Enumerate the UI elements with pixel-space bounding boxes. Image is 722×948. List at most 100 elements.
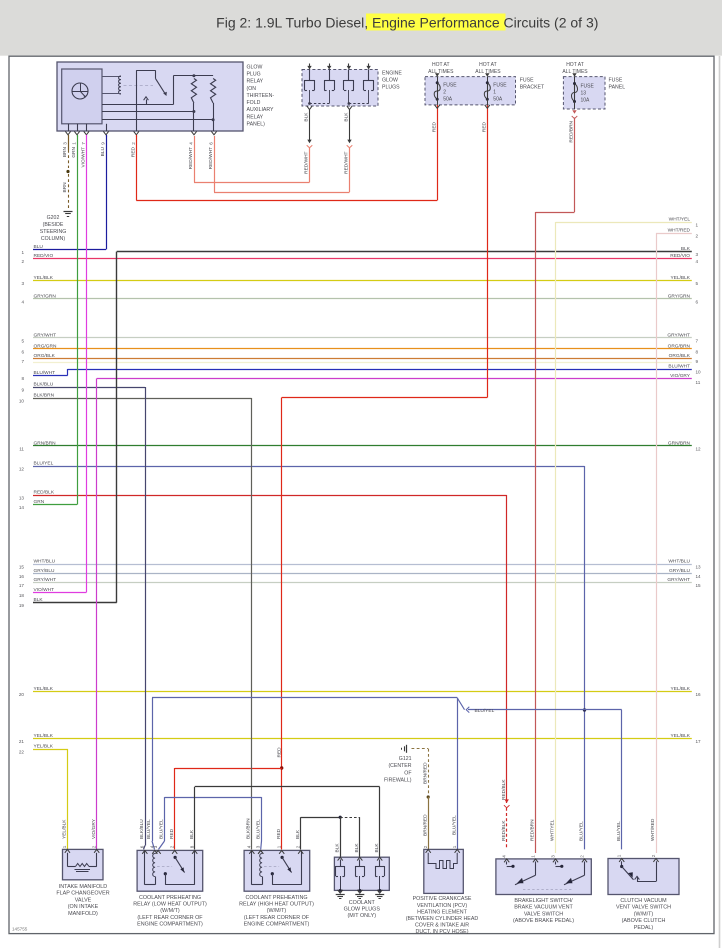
svg-text:ENGINE: ENGINE bbox=[382, 71, 402, 77]
svg-text:BLU/YEL: BLU/YEL bbox=[146, 819, 152, 839]
svg-text:(BETWEEN CYLINDER HEAD: (BETWEEN CYLINDER HEAD bbox=[406, 916, 479, 922]
svg-text:ORG/BLK: ORG/BLK bbox=[669, 353, 691, 359]
svg-text:2: 2 bbox=[131, 142, 136, 145]
svg-text:16: 16 bbox=[696, 692, 702, 697]
svg-text:PANEL): PANEL) bbox=[247, 122, 266, 128]
svg-text:COVER & INTAKE AIR: COVER & INTAKE AIR bbox=[415, 923, 469, 929]
svg-text:GRY/BLU: GRY/BLU bbox=[34, 568, 56, 574]
svg-text:COLUMN): COLUMN) bbox=[41, 236, 65, 242]
svg-text:VIO/WHT: VIO/WHT bbox=[34, 587, 55, 593]
svg-text:BLK: BLK bbox=[374, 843, 380, 853]
svg-text:(CENTER: (CENTER bbox=[388, 763, 411, 769]
svg-text:2: 2 bbox=[696, 234, 699, 239]
svg-text:(LEFT REAR CORNER OF: (LEFT REAR CORNER OF bbox=[137, 915, 203, 921]
svg-text:1: 1 bbox=[493, 90, 496, 96]
svg-text:15: 15 bbox=[19, 565, 25, 570]
svg-text:RED/WHT: RED/WHT bbox=[344, 151, 350, 173]
svg-text:9: 9 bbox=[696, 359, 699, 364]
svg-text:PLUG: PLUG bbox=[247, 71, 261, 77]
svg-text:RELAY: RELAY bbox=[247, 79, 264, 85]
svg-text:BLU/YEL: BLU/YEL bbox=[451, 815, 457, 835]
svg-text:Circuits (2 of 3): Circuits (2 of 3) bbox=[504, 15, 599, 31]
svg-text:BRN: BRN bbox=[62, 182, 68, 193]
svg-text:2: 2 bbox=[92, 845, 97, 848]
svg-text:1: 1 bbox=[452, 845, 457, 848]
svg-text:BLK: BLK bbox=[344, 112, 350, 122]
svg-text:(W/M/T): (W/M/T) bbox=[160, 908, 180, 914]
svg-text:GLOW: GLOW bbox=[247, 64, 263, 70]
svg-text:1: 1 bbox=[72, 142, 77, 145]
svg-text:WHT/BLU: WHT/BLU bbox=[668, 559, 690, 565]
svg-text:BLK/BRN: BLK/BRN bbox=[34, 393, 55, 399]
svg-text:ALL TIMES: ALL TIMES bbox=[428, 69, 454, 75]
svg-text:BLK: BLK bbox=[304, 112, 310, 122]
svg-text:BLK: BLK bbox=[334, 843, 340, 853]
svg-text:BLK: BLK bbox=[681, 246, 691, 252]
svg-text:4: 4 bbox=[247, 845, 252, 848]
svg-text:3: 3 bbox=[550, 855, 555, 858]
svg-text:COOLANT: COOLANT bbox=[349, 900, 376, 906]
svg-text:YEL/BLK: YEL/BLK bbox=[34, 686, 54, 692]
svg-text:BLU/WHT: BLU/WHT bbox=[668, 364, 690, 370]
svg-text:BLK: BLK bbox=[189, 829, 195, 839]
svg-text:(ON INTAKE: (ON INTAKE bbox=[68, 904, 99, 910]
svg-text:14: 14 bbox=[696, 574, 702, 579]
svg-text:17: 17 bbox=[696, 739, 702, 744]
svg-text:7: 7 bbox=[21, 359, 24, 364]
svg-text:4: 4 bbox=[696, 259, 699, 264]
svg-text:4: 4 bbox=[502, 855, 507, 858]
svg-text:RED/WHT: RED/WHT bbox=[188, 147, 194, 169]
svg-text:HOT AT: HOT AT bbox=[566, 62, 584, 68]
svg-text:(W/M/T): (W/M/T) bbox=[634, 911, 654, 917]
svg-text:VENTILATION (PCV): VENTILATION (PCV) bbox=[417, 903, 467, 909]
svg-text:BRACKET: BRACKET bbox=[520, 85, 545, 91]
svg-text:WHT/RED: WHT/RED bbox=[650, 818, 656, 841]
svg-text:Fig 2: 1.9L Turbo Diesel,: Fig 2: 1.9L Turbo Diesel, bbox=[216, 15, 368, 31]
svg-text:(ON: (ON bbox=[247, 86, 257, 92]
svg-text:(W/M/T): (W/M/T) bbox=[267, 908, 287, 914]
svg-text:GRY/WHT: GRY/WHT bbox=[667, 577, 690, 583]
svg-text:RED/WHT: RED/WHT bbox=[208, 147, 214, 169]
svg-text:5: 5 bbox=[21, 338, 24, 343]
svg-text:8: 8 bbox=[696, 349, 699, 354]
svg-text:15: 15 bbox=[696, 583, 702, 588]
svg-text:RED/WHT: RED/WHT bbox=[304, 151, 310, 173]
svg-text:WHT/YEL: WHT/YEL bbox=[669, 217, 691, 223]
svg-text:ENGINE COMPARTMENT): ENGINE COMPARTMENT) bbox=[244, 922, 310, 928]
svg-text:(ABOVE CLUTCH: (ABOVE CLUTCH bbox=[622, 918, 666, 924]
svg-text:RED: RED bbox=[131, 146, 137, 157]
svg-text:8: 8 bbox=[190, 845, 195, 848]
svg-text:3: 3 bbox=[153, 845, 158, 848]
svg-text:2: 2 bbox=[651, 854, 656, 857]
svg-text:WHT/RED: WHT/RED bbox=[668, 228, 691, 234]
svg-text:4: 4 bbox=[21, 299, 24, 304]
svg-text:BLK: BLK bbox=[34, 597, 44, 603]
svg-text:HOT AT: HOT AT bbox=[432, 62, 450, 68]
svg-text:RELAY (LOW HEAT OUTPUT): RELAY (LOW HEAT OUTPUT) bbox=[133, 902, 207, 908]
svg-text:17: 17 bbox=[19, 583, 25, 588]
svg-text:BRN: BRN bbox=[62, 146, 68, 157]
svg-text:1: 1 bbox=[617, 854, 622, 857]
svg-text:4: 4 bbox=[189, 142, 194, 145]
svg-text:WHT/BLU: WHT/BLU bbox=[34, 559, 56, 565]
svg-text:GRY/GRN: GRY/GRN bbox=[668, 293, 691, 299]
svg-text:VIO/WHT: VIO/WHT bbox=[81, 147, 87, 168]
svg-text:BLU/YEL: BLU/YEL bbox=[616, 821, 622, 841]
svg-text:BLK/BLU: BLK/BLU bbox=[34, 382, 54, 388]
svg-text:RED/BLK: RED/BLK bbox=[34, 490, 55, 496]
svg-text:GRN: GRN bbox=[71, 146, 77, 157]
svg-text:VALVE: VALVE bbox=[75, 897, 92, 903]
svg-text:WHT/YEL: WHT/YEL bbox=[550, 819, 556, 841]
svg-text:RED/BLK: RED/BLK bbox=[501, 779, 507, 800]
svg-text:1: 1 bbox=[530, 855, 535, 858]
svg-text:VALVE SWITCH: VALVE SWITCH bbox=[524, 911, 563, 917]
svg-text:AUXILIARY: AUXILIARY bbox=[247, 107, 275, 113]
svg-text:BLK/BRN: BLK/BRN bbox=[246, 818, 252, 839]
svg-text:YEL/BLK: YEL/BLK bbox=[671, 686, 691, 692]
svg-text:7: 7 bbox=[81, 142, 86, 145]
svg-text:VIO/GRY: VIO/GRY bbox=[91, 818, 97, 839]
svg-text:HEATING ELEMENT: HEATING ELEMENT bbox=[417, 909, 467, 915]
svg-text:10A: 10A bbox=[581, 98, 591, 104]
svg-text:10: 10 bbox=[19, 399, 25, 404]
svg-text:FOLD: FOLD bbox=[247, 100, 261, 106]
